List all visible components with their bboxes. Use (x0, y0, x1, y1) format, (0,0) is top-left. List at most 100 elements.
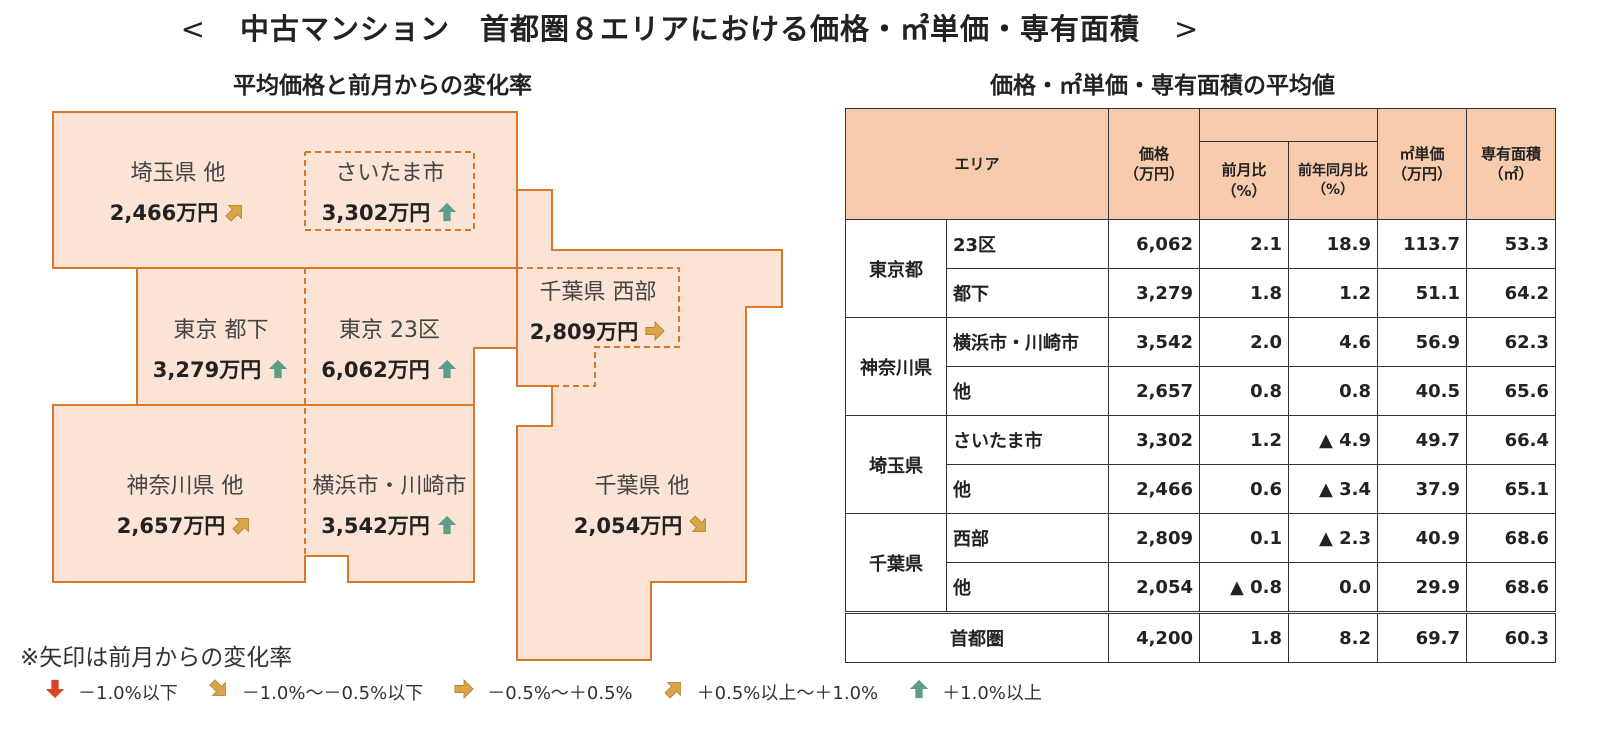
unit-price-cell: 49.7 (1377, 415, 1467, 465)
table-title: 価格・㎡単価・専有面積の平均値 (990, 73, 1335, 99)
trend-arrow-icon (267, 358, 289, 385)
unit-price-cell: 51.1 (1377, 268, 1467, 318)
trend-arrow-icon (436, 201, 458, 228)
yoy-cell: 18.9 (1288, 219, 1378, 269)
legend-item-flat: －0.5%～＋0.5% (453, 678, 633, 705)
yoy-cell: ▲ 2.3 (1288, 513, 1378, 563)
trend-arrow-icon (231, 514, 253, 541)
right-bracket: > (1174, 12, 1200, 46)
legend-arrow-icon (908, 678, 942, 705)
region-name: さいたま市 (335, 161, 445, 186)
trend-legend: －1.0%以下 －1.0%～－0.5%以下 －0.5%～＋0.5% ＋0.5%以上～＋… (44, 678, 1072, 705)
prefecture-cell: 東京都 (845, 219, 947, 318)
table-row: 埼玉県 さいたま市 3,302 1.2 ▲ 4.9 49.7 66.4 (845, 415, 1556, 514)
area-cell: 都下 (946, 268, 1109, 318)
legend-arrow-icon (208, 678, 242, 705)
price-cell: 2,466 (1108, 464, 1200, 514)
region-map (52, 111, 783, 661)
region-chiba-other: 千葉県 他 2,054万円 (552, 468, 732, 541)
table-row: 他 2,054 ▲ 0.8 0.0 29.9 68.6 (846, 562, 1556, 613)
unit-price-cell: 40.9 (1377, 513, 1467, 563)
mom-cell: 0.8 (1199, 366, 1289, 416)
legend-arrow-icon (663, 678, 697, 705)
prefecture-cell: 千葉県 (845, 513, 947, 613)
region-shape-chiba-other (516, 189, 783, 661)
legend-item-down: －1.0%～－0.5%以下 (208, 678, 423, 705)
floor-area-cell: 65.6 (1466, 366, 1556, 416)
table-row: 都下 3,279 1.8 1.2 51.1 64.2 (846, 268, 1556, 318)
unit-price-cell: 40.5 (1377, 366, 1467, 416)
header-mom: 前月比 （%） (1199, 141, 1289, 220)
region-price: 3,542万円 (321, 514, 430, 538)
trend-arrow-icon (436, 358, 458, 385)
total-unit-price: 69.7 (1377, 611, 1467, 663)
region-saitama-other: 埼玉県 他 2,466万円 (88, 155, 268, 228)
prefecture-cell: 神奈川県 (845, 317, 947, 416)
legend-label: －1.0%～－0.5%以下 (241, 682, 424, 704)
header-price: 価格 （万円） (1108, 108, 1200, 220)
region-name: 埼玉県 他 (130, 161, 226, 186)
floor-area-cell: 68.6 (1466, 562, 1556, 613)
area-cell: 他 (946, 366, 1109, 416)
region-price: 2,809万円 (529, 320, 639, 344)
region-price: 2,466万円 (109, 201, 219, 225)
average-table: エリア 価格 （万円） ㎡単価 （万円） 専有面積 （㎡） 前月比 （%） 前年同月比（… (845, 107, 1556, 663)
map-title: 平均価格と前月からの変化率 (233, 73, 532, 99)
region-price: 3,302万円 (321, 201, 431, 225)
floor-area-cell: 66.4 (1466, 415, 1556, 465)
mom-cell: 1.2 (1199, 415, 1289, 465)
trend-arrow-icon (224, 201, 246, 228)
header-unit-price: ㎡単価 （万円） (1377, 108, 1467, 220)
left-bracket: < (180, 12, 206, 46)
floor-area-cell: 53.3 (1466, 219, 1556, 269)
unit-price-cell: 37.9 (1377, 464, 1467, 514)
legend-item-up: ＋0.5%以上～＋1.0% (663, 678, 878, 705)
table-row: 神奈川県 横浜市・川崎市 3,542 2.0 4.6 56.9 62.3 (845, 317, 1556, 416)
region-kanagawa-other: 神奈川県 他 2,657万円 (90, 468, 280, 541)
region-name: 千葉県 他 (594, 474, 690, 499)
region-price: 3,279万円 (152, 358, 262, 382)
region-price: 6,062万円 (321, 358, 430, 382)
table-total-row: 首都圏 4,200 1.8 8.2 69.7 60.3 (845, 611, 1556, 663)
unit-price-cell: 56.9 (1377, 317, 1467, 367)
header-yoy: 前年同月比 （%） (1288, 141, 1378, 220)
price-cell: 3,279 (1108, 268, 1200, 318)
yoy-cell: ▲ 4.9 (1288, 415, 1378, 465)
region-price: 2,054万円 (573, 514, 683, 538)
mom-cell: 0.1 (1199, 513, 1289, 563)
legend-arrow-icon (44, 678, 78, 705)
mom-cell: 2.1 (1199, 219, 1289, 269)
price-cell: 3,302 (1108, 415, 1200, 465)
floor-area-cell: 62.3 (1466, 317, 1556, 367)
mom-cell: 1.8 (1199, 268, 1289, 318)
trend-arrow-icon (436, 514, 458, 541)
region-name: 東京 23区 (339, 318, 440, 343)
price-cell: 2,809 (1108, 513, 1200, 563)
table-row: 他 2,466 0.6 ▲ 3.4 37.9 65.1 (846, 464, 1556, 514)
mom-cell: ▲ 0.8 (1199, 562, 1289, 613)
total-label: 首都圏 (845, 611, 1109, 663)
table-row: 千葉県 西部 2,809 0.1 ▲ 2.3 40.9 68.6 (845, 513, 1556, 613)
region-name: 東京 都下 (173, 318, 269, 343)
mom-cell: 2.0 (1199, 317, 1289, 367)
legend-label: ＋0.5%以上～＋1.0% (696, 682, 879, 704)
total-mom: 1.8 (1199, 611, 1289, 663)
total-price: 4,200 (1108, 611, 1200, 663)
trend-arrow-icon (644, 320, 666, 347)
yoy-cell: ▲ 3.4 (1288, 464, 1378, 514)
price-cell: 3,542 (1108, 317, 1200, 367)
legend-label: －1.0%以下 (78, 682, 178, 704)
price-cell: 2,054 (1108, 562, 1200, 613)
region-saitama-city: さいたま市 3,302万円 (305, 155, 475, 228)
area-cell: 他 (946, 464, 1109, 514)
floor-area-cell: 68.6 (1466, 513, 1556, 563)
legend-label: ＋1.0%以上 (942, 682, 1042, 704)
page-title: < 中古マンション 首都圏８エリアにおける価格・㎡単価・専有面積 > (0, 6, 1380, 48)
yoy-cell: 0.8 (1288, 366, 1378, 416)
area-cell: 西部 (946, 513, 1109, 563)
region-shape-kanagawa-other (52, 404, 475, 583)
total-floor-area: 60.3 (1466, 611, 1556, 663)
price-cell: 2,657 (1108, 366, 1200, 416)
header-change-group (1199, 107, 1378, 142)
area-cell: 他 (946, 562, 1109, 613)
